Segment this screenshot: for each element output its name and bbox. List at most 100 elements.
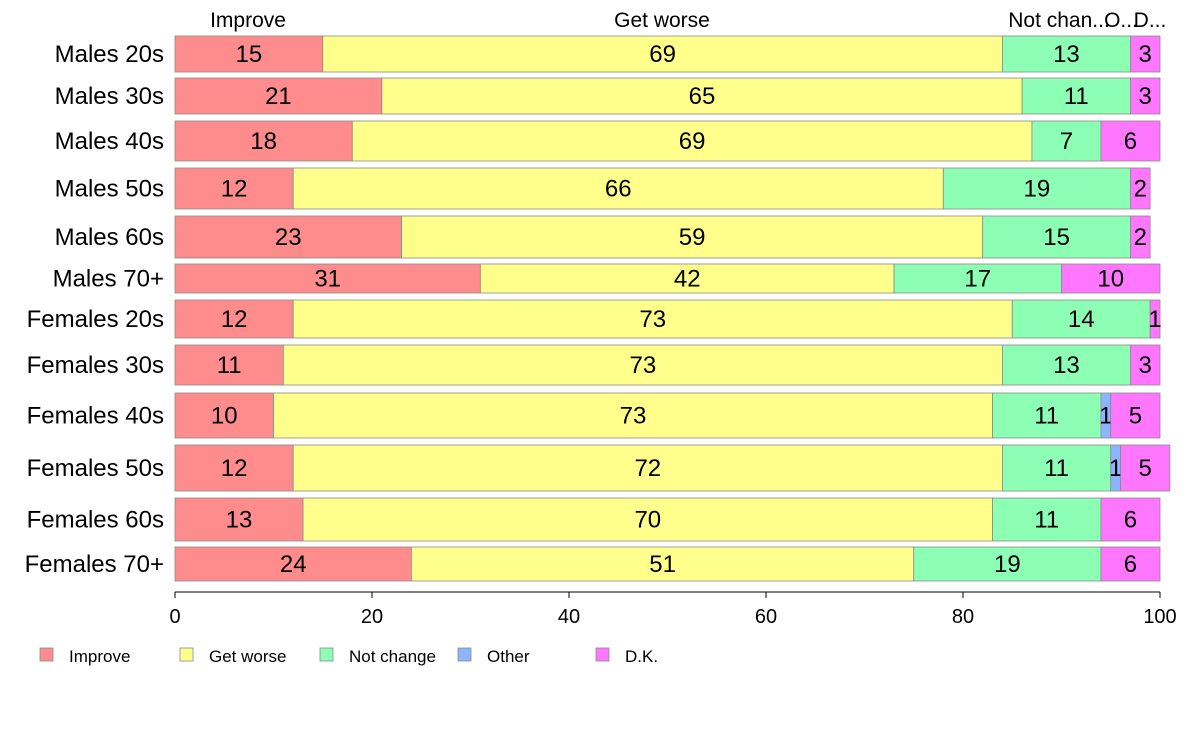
- bar-segment: [913, 546, 1102, 582]
- data-label: 11: [1044, 455, 1069, 482]
- bar-segment: [1002, 344, 1131, 386]
- bar-segment: [351, 120, 1033, 162]
- bar-segment: [1149, 299, 1161, 339]
- bar-segment: [174, 444, 294, 492]
- bar-segment: [174, 546, 412, 582]
- data-label: 24: [280, 551, 307, 578]
- legend-label: Get worse: [209, 647, 286, 666]
- bar-segment: [1130, 344, 1161, 386]
- data-label: 1: [1148, 306, 1161, 333]
- bar-segment: [1130, 77, 1161, 115]
- legend-swatch: [39, 647, 54, 662]
- data-label: 70: [634, 507, 661, 534]
- legend-swatch: [595, 647, 610, 662]
- bar-segment: [381, 77, 1023, 115]
- data-label: 12: [221, 455, 248, 482]
- data-label: 15: [236, 41, 263, 68]
- data-label: 12: [221, 176, 248, 203]
- data-label: 66: [605, 176, 632, 203]
- data-label: 3: [1139, 352, 1152, 379]
- data-label: 1: [1109, 455, 1122, 482]
- category-label: Males 30s: [55, 83, 164, 110]
- legend-swatch: [179, 647, 194, 662]
- legend-label: Not change: [349, 647, 436, 666]
- x-tick-label: 20: [361, 606, 383, 628]
- data-label: 12: [221, 306, 248, 333]
- bar-segment: [1130, 215, 1151, 259]
- data-label: 2: [1134, 176, 1147, 203]
- bar-segment: [1130, 35, 1161, 73]
- category-label: Females 70+: [25, 551, 164, 578]
- data-label: 15: [1043, 224, 1070, 251]
- bar-segment: [174, 167, 294, 210]
- bar-segment: [992, 497, 1102, 542]
- category-label: Females 30s: [27, 352, 164, 379]
- bar-segment: [410, 546, 915, 582]
- bar-segment: [942, 167, 1131, 210]
- bar-segment: [1061, 263, 1161, 294]
- bar-segment: [292, 299, 1013, 339]
- bar-segment: [1110, 392, 1161, 439]
- column-header-label: Not chan...: [1008, 9, 1110, 32]
- bar-segment: [174, 77, 383, 115]
- bar-segment: [174, 263, 481, 294]
- legend-label: Improve: [69, 647, 130, 666]
- data-label: 5: [1129, 403, 1142, 430]
- bar-segment: [893, 263, 1062, 294]
- bar-segment: [302, 497, 993, 542]
- data-label: 14: [1068, 306, 1095, 333]
- legend-swatch: [319, 647, 334, 662]
- bar-segment: [174, 344, 284, 386]
- data-label: 6: [1124, 507, 1137, 534]
- bar-segment: [1130, 167, 1151, 210]
- data-label: 21: [265, 83, 292, 110]
- data-label: 7: [1060, 128, 1073, 155]
- category-label: Females 50s: [27, 455, 164, 482]
- bar-segment: [174, 120, 353, 162]
- column-header-label: Get worse: [614, 9, 710, 32]
- x-tick-label: 0: [169, 606, 180, 628]
- data-label: 59: [679, 224, 706, 251]
- bar-segment: [282, 344, 1003, 386]
- data-label: 19: [994, 551, 1021, 578]
- data-label: 13: [1053, 41, 1080, 68]
- data-label: 1: [1099, 403, 1112, 430]
- bar-segment: [174, 215, 402, 259]
- data-label: 2: [1134, 224, 1147, 251]
- bar-segment: [174, 497, 304, 542]
- bar-segment: [292, 444, 1003, 492]
- data-label: 18: [250, 128, 277, 155]
- bar-segment: [1011, 299, 1151, 339]
- category-label: Females 60s: [27, 507, 164, 534]
- data-label: 10: [1097, 266, 1124, 293]
- data-label: 73: [639, 306, 666, 333]
- data-label: 69: [649, 41, 676, 68]
- category-label: Females 40s: [27, 403, 164, 430]
- data-label: 72: [634, 455, 661, 482]
- x-tick-label: 100: [1143, 606, 1176, 628]
- data-label: 3: [1139, 83, 1152, 110]
- bar-segment: [1021, 77, 1131, 115]
- data-label: 6: [1124, 128, 1137, 155]
- data-label: 11: [1034, 403, 1059, 430]
- data-label: 13: [226, 507, 253, 534]
- bar-segment: [273, 392, 993, 439]
- bar-segment: [1002, 444, 1112, 492]
- category-label: Males 60s: [55, 224, 164, 251]
- data-label: 11: [217, 352, 242, 379]
- category-label: Males 20s: [55, 41, 164, 68]
- data-label: 73: [620, 403, 647, 430]
- data-label: 65: [689, 83, 716, 110]
- category-label: Males 50s: [55, 176, 164, 203]
- bar-segment: [174, 299, 294, 339]
- data-label: 42: [674, 266, 701, 293]
- x-tick-label: 60: [755, 606, 777, 628]
- legend-swatch: [457, 647, 472, 662]
- column-header-label: O...: [1104, 9, 1138, 32]
- data-label: 69: [679, 128, 706, 155]
- data-label: 19: [1024, 176, 1051, 203]
- bar-segment: [292, 167, 944, 210]
- bar-segment: [1100, 120, 1161, 162]
